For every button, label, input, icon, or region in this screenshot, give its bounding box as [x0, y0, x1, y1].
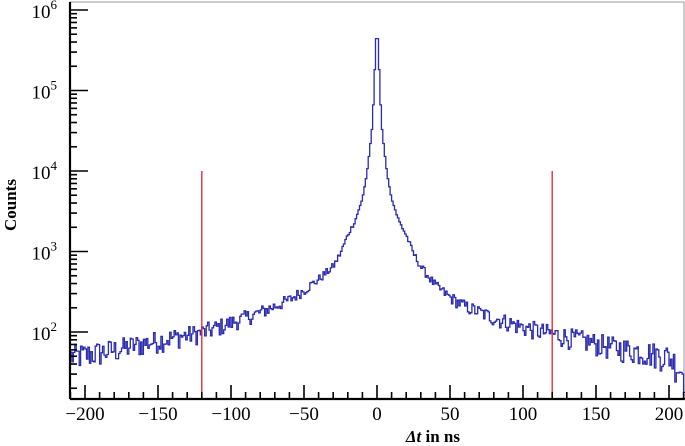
- x-tick-label: −50: [289, 404, 319, 425]
- cut-lines: [201, 171, 553, 399]
- y-tick-label: 105: [32, 78, 58, 104]
- x-tick-label: 100: [509, 404, 538, 425]
- histogram-step-line: [70, 37, 685, 393]
- y-tick-label: 103: [32, 239, 58, 265]
- x-axis-title-symbol: Δt: [405, 427, 423, 446]
- x-tick-label: −150: [138, 404, 177, 425]
- y-tick-label: 106: [32, 0, 58, 23]
- x-tick-label: −200: [65, 404, 104, 425]
- x-axis-ticks: −200 −150 −100 −50 0 50 100 150 200: [65, 385, 685, 425]
- x-axis-title: Δt in ns: [405, 427, 461, 446]
- x-axis-title-unit: in ns: [421, 427, 460, 446]
- x-tick-label: 0: [372, 404, 382, 425]
- y-tick-label: 104: [32, 158, 58, 184]
- x-tick-label: 50: [441, 404, 460, 425]
- y-axis-ticks: 102 103 104 105 106: [32, 0, 88, 390]
- y-axis-title: Counts: [1, 179, 20, 231]
- x-tick-label: 150: [582, 404, 611, 425]
- x-tick-label: 200: [655, 404, 684, 425]
- x-tick-label: −100: [211, 404, 250, 425]
- y-tick-label: 102: [32, 319, 58, 345]
- histogram-series: [70, 37, 685, 393]
